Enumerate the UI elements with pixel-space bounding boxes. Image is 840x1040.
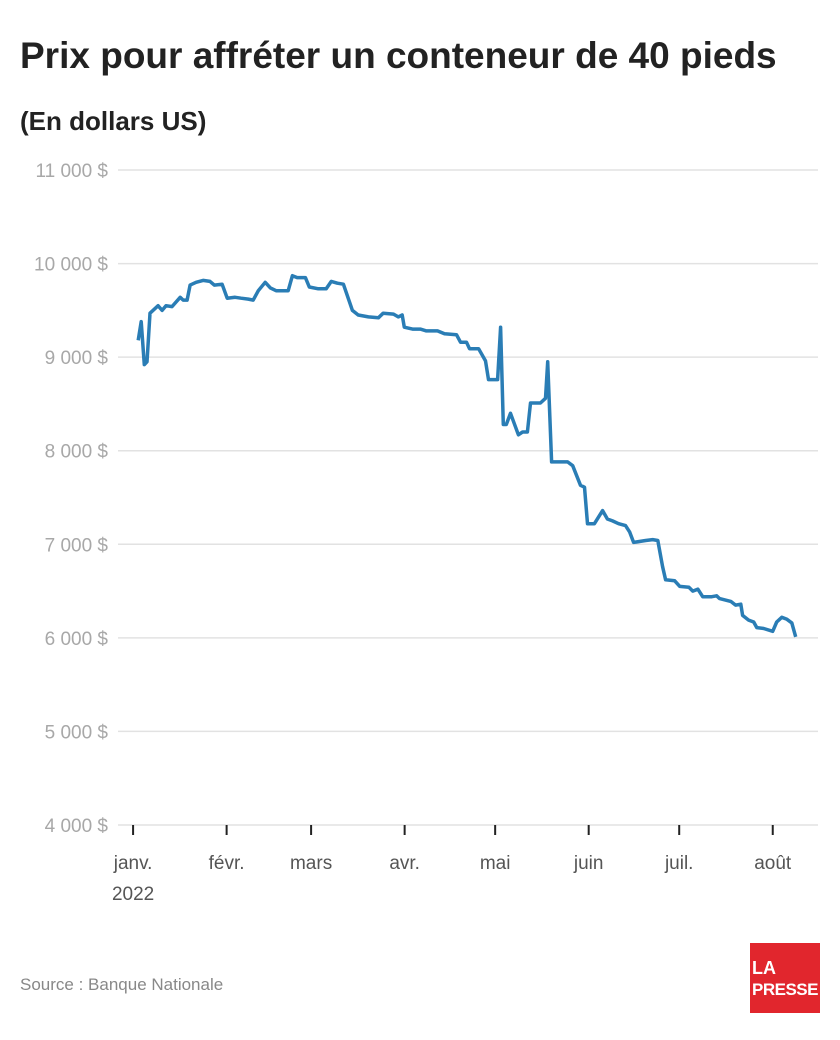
y-tick-label: 5 000 $	[45, 722, 109, 743]
y-tick-label: 10 000 $	[34, 255, 108, 276]
y-tick-label: 4 000 $	[45, 816, 109, 837]
source: Source : Banque Nationale	[20, 975, 223, 994]
y-tick-label: 9 000 $	[45, 348, 109, 369]
y-tick-label: 8 000 $	[45, 442, 109, 463]
chart-title: Prix pour affréter un conteneur de 40 pi…	[20, 35, 777, 76]
x-tick-label: janv.	[113, 853, 153, 874]
x-tick-label: mai	[480, 853, 511, 874]
logo-text: PRESSE	[752, 980, 818, 999]
x-tick-label: févr.	[209, 853, 245, 874]
logo-text: LA	[752, 958, 776, 978]
x-year-label: 2022	[112, 884, 154, 905]
line	[136, 273, 798, 638]
y-tick-label: 6 000 $	[45, 629, 109, 650]
x-tick-label: mars	[290, 853, 332, 874]
chart-subtitle: (En dollars US)	[20, 106, 206, 136]
y-tick-label: 11 000 $	[35, 161, 108, 182]
x-tick-label: juil.	[664, 853, 694, 874]
logo-box	[750, 943, 820, 1013]
y-tick-label: 7 000 $	[45, 535, 109, 556]
x-tick-label: août	[754, 853, 792, 874]
x-tick-label: avr.	[389, 853, 420, 874]
x-tick-label: juin	[573, 853, 604, 874]
